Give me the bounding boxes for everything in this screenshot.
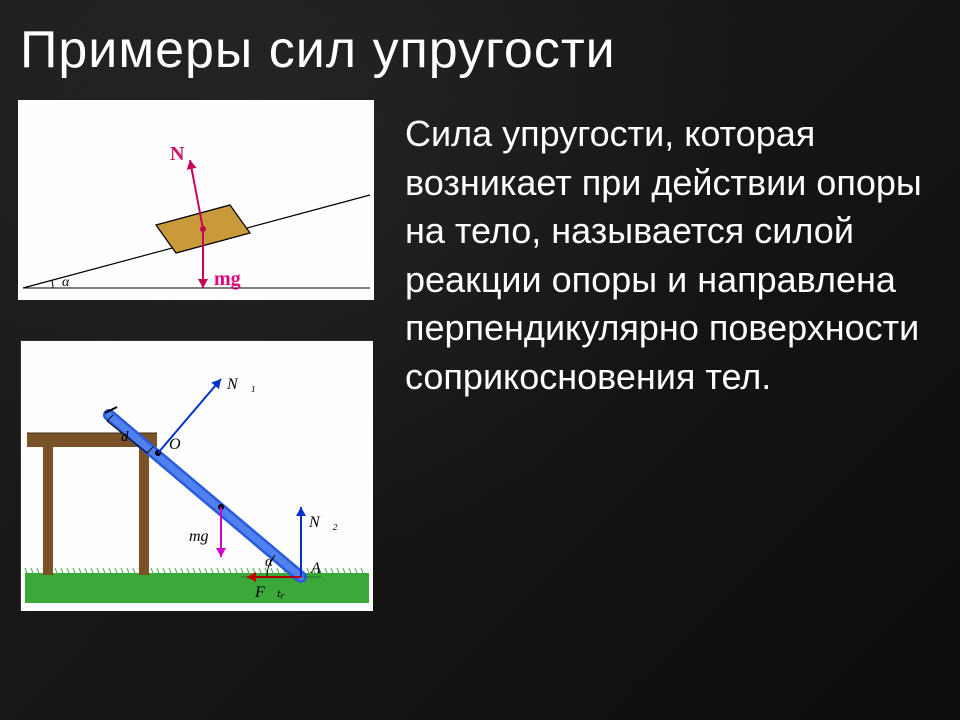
svg-text:A: A (310, 560, 321, 577)
svg-text:F⃗ₜᵣ: F⃗ₜᵣ (254, 584, 285, 601)
svg-text:d: d (121, 429, 129, 445)
definition-paragraph: Сила упругости, которая возникает при де… (405, 110, 935, 402)
figure-leaning-rod: dOAαN⃗₁mg⃗N⃗₂F⃗ₜᵣ (20, 340, 372, 610)
page-title: Примеры сил упругости (20, 20, 616, 80)
svg-text:mg: mg (214, 268, 241, 290)
svg-text:mg⃗: mg⃗ (189, 528, 221, 545)
svg-text:N: N (170, 143, 185, 165)
svg-text:N⃗₂: N⃗₂ (308, 514, 338, 531)
svg-text:N⃗₁: N⃗₁ (226, 376, 256, 393)
svg-text:α: α (265, 554, 274, 570)
svg-text:α: α (62, 275, 70, 290)
figure-inclined-plane: α Nmg (18, 100, 374, 300)
